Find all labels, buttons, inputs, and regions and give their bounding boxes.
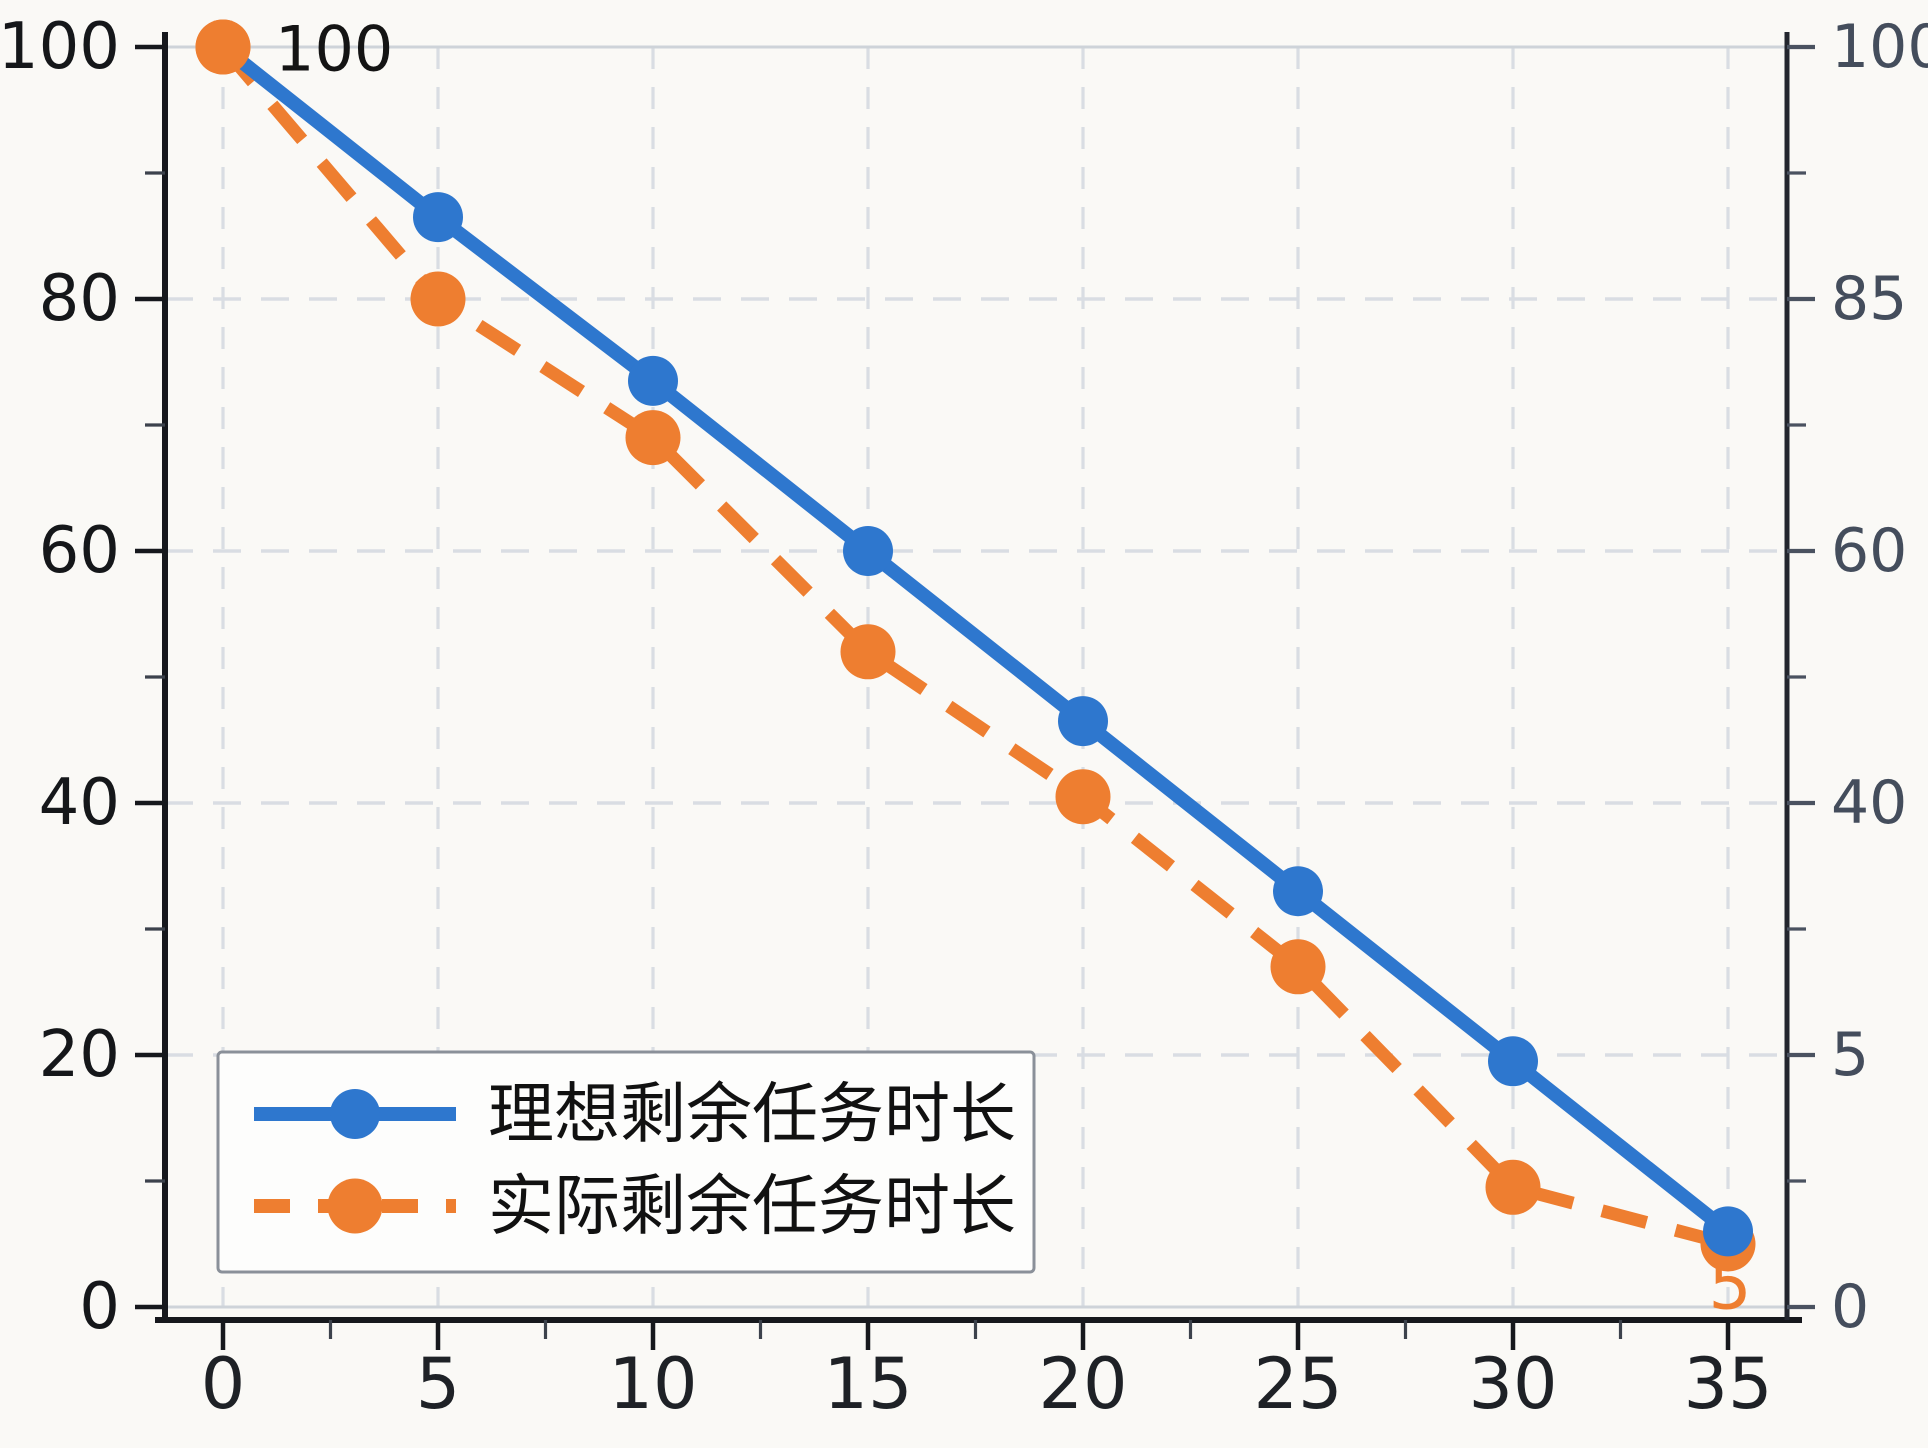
x-axis-tick-label: 30	[1468, 1343, 1557, 1425]
data-point-ideal	[1058, 696, 1108, 747]
x-axis-tick-label: 35	[1683, 1343, 1772, 1425]
data-point-actual	[840, 624, 896, 680]
legend-entry-label: 实际剩余任务时长	[488, 1168, 1016, 1245]
legend-entry-label: 理想剩余任务时长	[488, 1076, 1016, 1153]
data-point-actual	[625, 410, 681, 466]
legend-marker	[330, 1089, 380, 1139]
data-point-ideal	[628, 355, 678, 406]
y-axis-left-tick-label: 0	[79, 1270, 120, 1344]
data-point-actual	[195, 19, 251, 75]
legend-marker	[327, 1178, 383, 1234]
y-axis-left-tick-label: 20	[39, 1018, 120, 1092]
y-axis-left-tick-label: 80	[39, 262, 120, 336]
x-axis-tick-label: 20	[1038, 1343, 1127, 1425]
y-axis-right-tick-label: 60	[1831, 516, 1907, 586]
y-axis-left-tick-label: 40	[39, 766, 120, 840]
annotations-layer: 100 5	[275, 13, 1752, 1326]
axes-layer	[135, 32, 1815, 1350]
data-label: 5	[1708, 1247, 1751, 1326]
x-axis-tick-label: 15	[823, 1343, 912, 1425]
series-line-actual	[218, 42, 1730, 1251]
tick-labels-layer: 0 5 10 15 20 25 30 35 0 20 40 60 80 100 100 85 60 40 5 0	[0, 10, 1928, 1425]
x-axis-tick-label: 5	[416, 1343, 461, 1425]
data-point-ideal	[1273, 866, 1323, 917]
data-point-ideal	[413, 192, 463, 243]
data-point-actual	[1270, 939, 1326, 995]
series-line-ideal	[218, 41, 1733, 1237]
y-axis-left-tick-label: 60	[39, 514, 120, 588]
y-axis-right-tick-label: 0	[1831, 1272, 1869, 1342]
data-point-actual	[1055, 769, 1111, 825]
y-axis-right-tick-label: 85	[1831, 264, 1907, 334]
y-axis-right-tick-label: 5	[1831, 1020, 1869, 1090]
series-layer	[195, 19, 1756, 1272]
x-axis-tick-label: 10	[608, 1343, 697, 1425]
data-label: 100	[275, 13, 393, 86]
x-axis-tick-label: 25	[1253, 1343, 1342, 1425]
y-axis-left-tick-label: 100	[0, 10, 120, 84]
data-point-actual	[1485, 1159, 1541, 1215]
data-point-actual	[410, 271, 466, 327]
data-point-ideal	[843, 526, 893, 576]
data-point-ideal	[1703, 1206, 1753, 1257]
data-point-ideal	[1488, 1036, 1538, 1087]
x-axis-tick-label: 0	[201, 1343, 246, 1425]
y-axis-right-tick-label: 100	[1831, 12, 1928, 82]
y-axis-right-tick-label: 40	[1831, 768, 1907, 838]
